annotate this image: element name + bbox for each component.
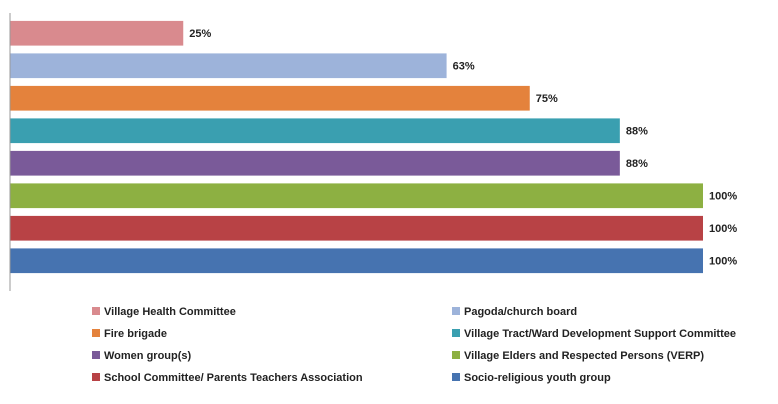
bar <box>10 85 530 111</box>
legend-swatch <box>452 307 460 315</box>
bar <box>10 215 703 241</box>
legend-swatch <box>92 307 100 315</box>
legend-label: Women group(s) <box>104 350 192 362</box>
bar <box>10 20 184 46</box>
bar <box>10 53 447 79</box>
legend-label: Village Health Committee <box>104 306 236 318</box>
legend-label: Fire brigade <box>104 328 167 340</box>
legend-swatch <box>92 373 100 381</box>
legend-label: Pagoda/church board <box>464 306 577 318</box>
legend-swatch <box>452 351 460 359</box>
legend-swatch <box>92 351 100 359</box>
legend-label: School Committee/ Parents Teachers Assoc… <box>104 372 363 384</box>
bar <box>10 150 620 176</box>
legend-label: Village Tract/Ward Development Support C… <box>464 328 736 340</box>
legend-swatch <box>92 329 100 337</box>
legend-swatch <box>452 329 460 337</box>
legend-swatch <box>452 373 460 381</box>
legend-label: Socio-religious youth group <box>464 372 611 384</box>
value-label: 88% <box>626 158 648 170</box>
bar <box>10 248 703 274</box>
bar <box>10 183 703 209</box>
value-label: 100% <box>709 256 737 268</box>
value-label: 25% <box>189 28 211 40</box>
value-label: 75% <box>536 93 558 105</box>
value-label: 88% <box>626 126 648 138</box>
legend-label: Village Elders and Respected Persons (VE… <box>464 350 704 362</box>
bar <box>10 118 620 144</box>
value-label: 100% <box>709 191 737 203</box>
value-label: 63% <box>453 61 475 73</box>
value-label: 100% <box>709 223 737 235</box>
